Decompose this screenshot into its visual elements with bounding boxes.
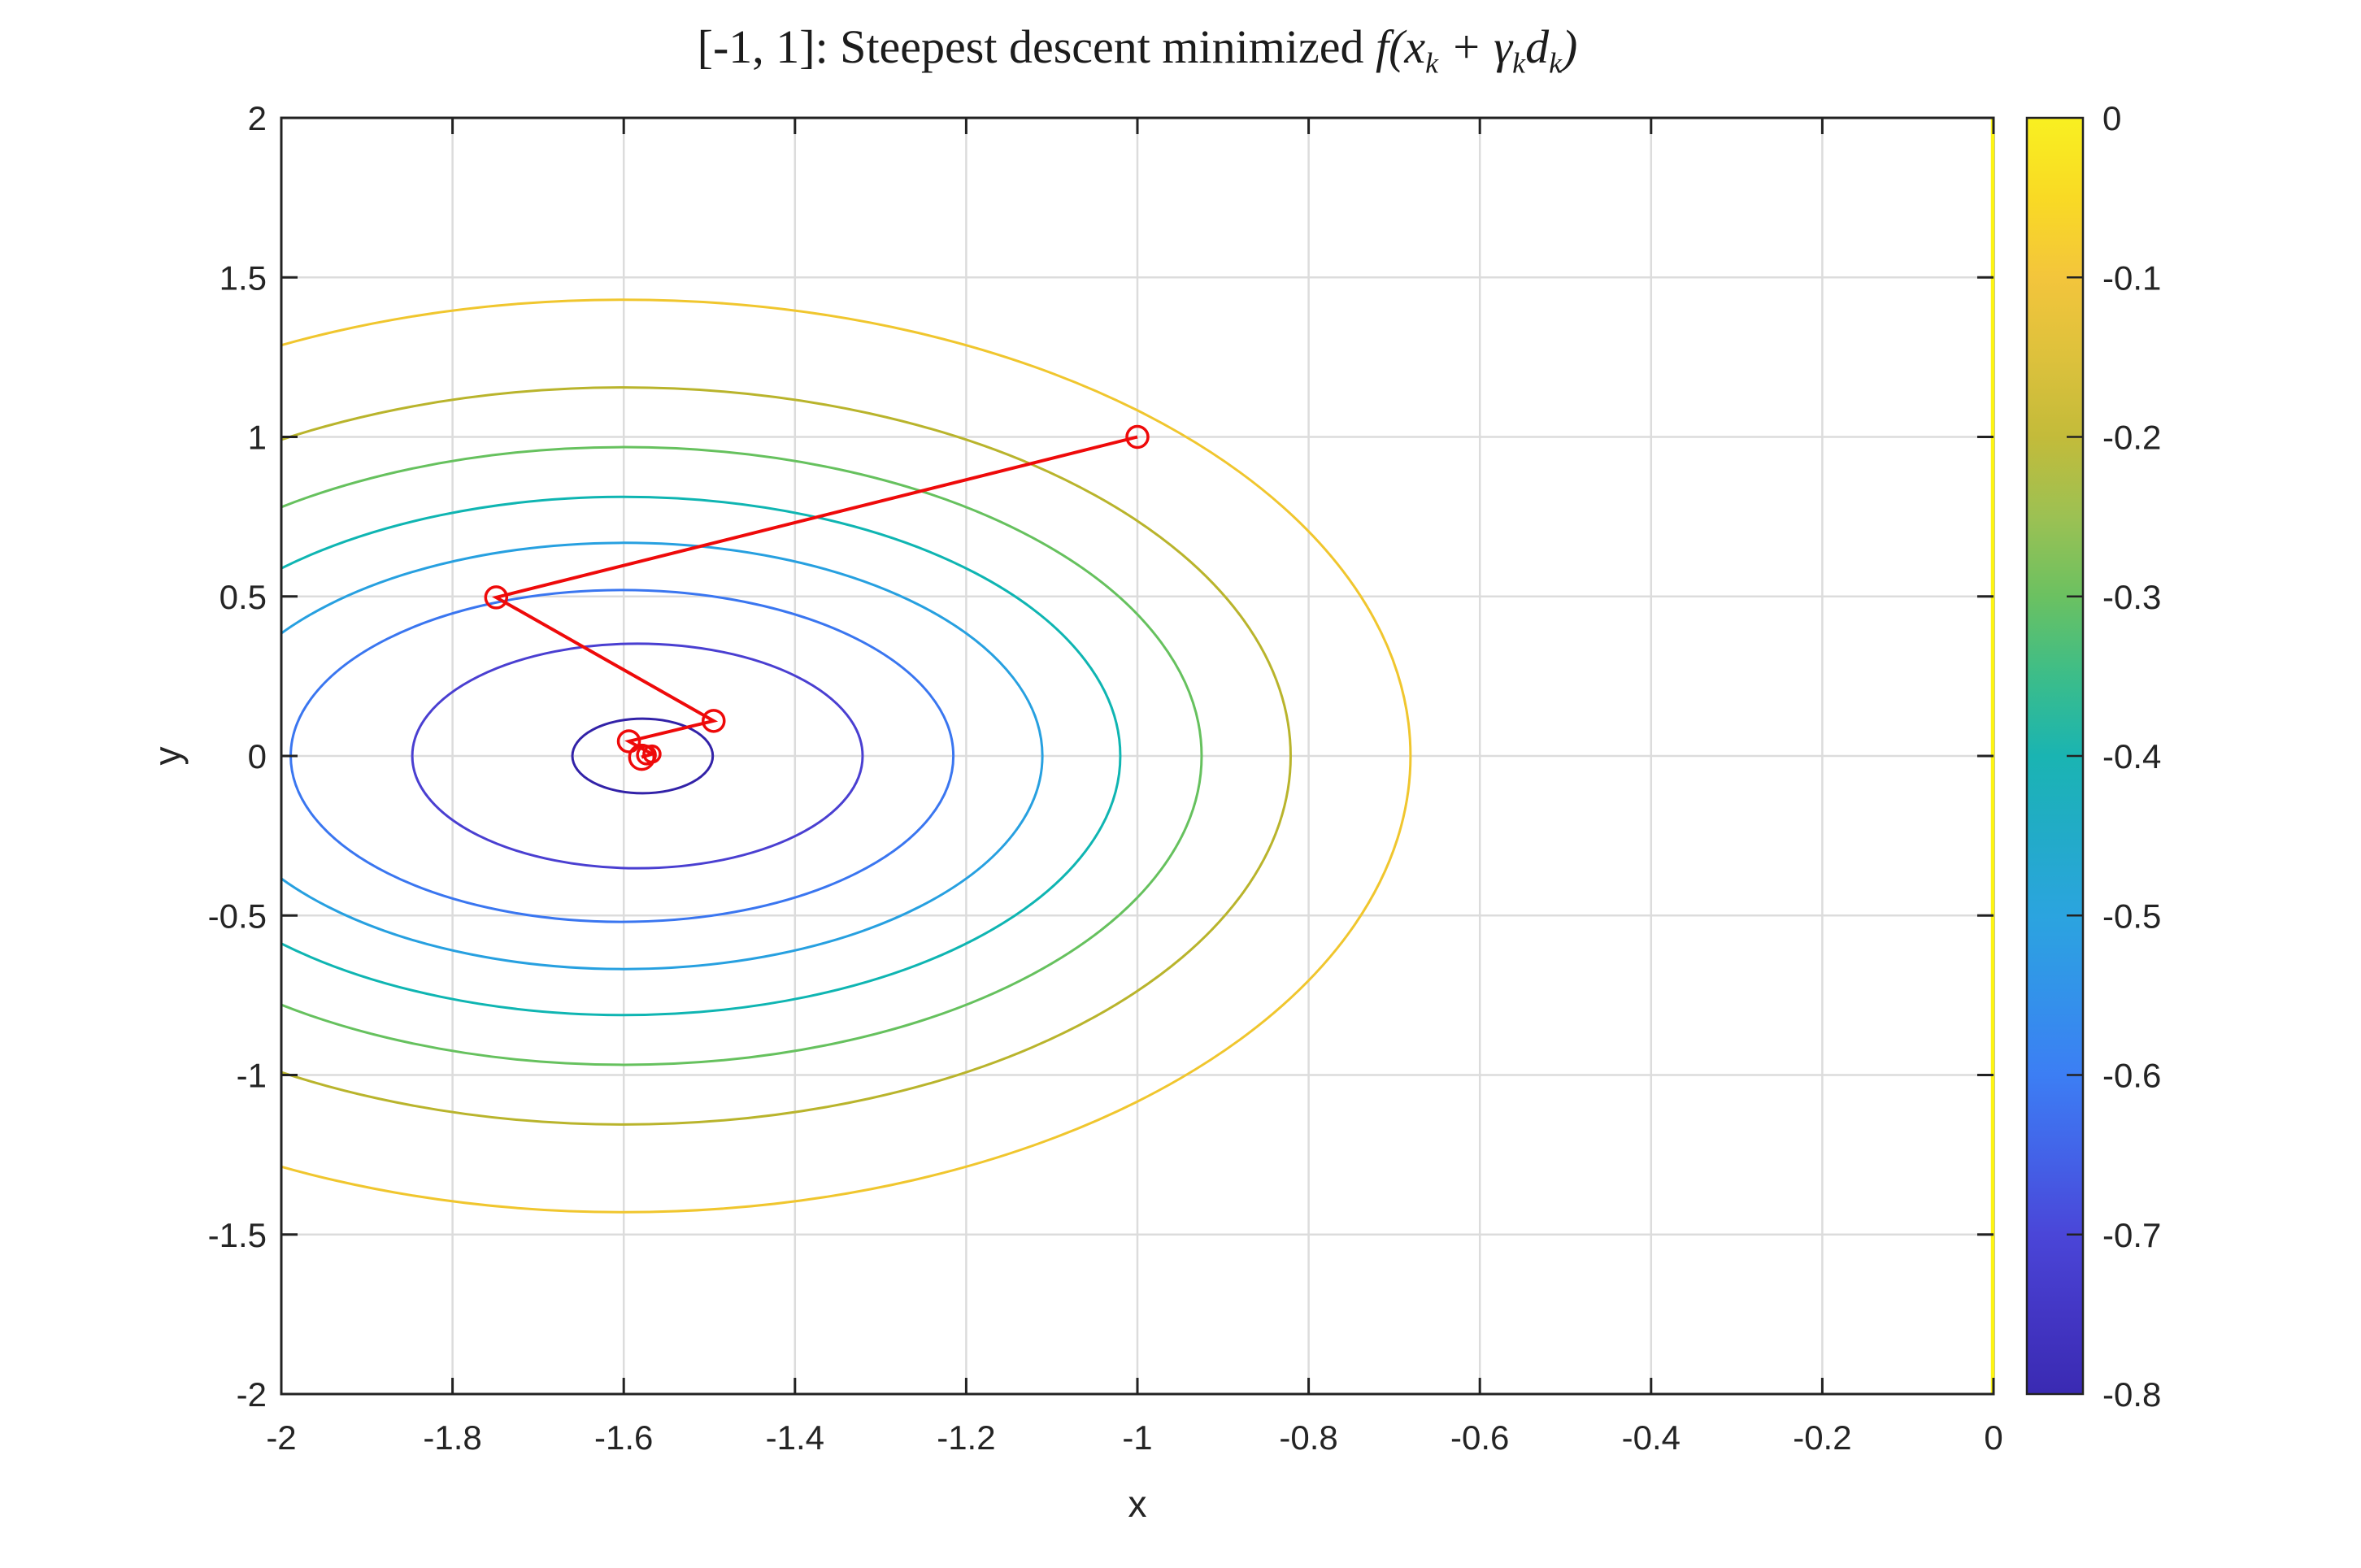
x-tick-label: -1.6 [594, 1418, 653, 1457]
descent-polyline [491, 435, 1138, 759]
path-marker [616, 729, 641, 754]
colorbar-tick-label: 0 [2102, 99, 2121, 137]
colorbar-ticks [2067, 276, 2083, 1236]
x-tick-label: -0.2 [1793, 1418, 1851, 1457]
x-tick-label: -1.4 [766, 1418, 824, 1457]
colorbar-tick-label: -0.3 [2102, 578, 2161, 616]
x-tick-labels: -2 -1.8 -1.6 -1.4 -1.2 -1 -0.8 -0.6 -0.4 -0.2 0 [266, 1418, 2002, 1457]
title-math-d: d [1525, 20, 1550, 73]
path-marker [636, 745, 657, 766]
title-sub-k3: k [1549, 46, 1563, 80]
x-axis-label: x [1128, 1483, 1147, 1525]
contour-ellipse [411, 642, 864, 870]
contour-ellipse [571, 717, 715, 795]
y-tick-label: -2 [237, 1375, 267, 1414]
x-tick-label: -0.8 [1279, 1418, 1337, 1457]
descent-path [484, 424, 1150, 771]
colorbar-tick-label: -0.8 [2102, 1375, 2161, 1414]
y-tick-label: 1.5 [220, 258, 267, 297]
y-tick-label: -0.5 [208, 897, 267, 935]
path-marker [702, 709, 726, 733]
contour-ellipse [281, 445, 1203, 1066]
colorbar: 0 -0.1 -0.2 -0.3 -0.4 -0.5 -0.6 -0.7 -0.8 [2025, 99, 2161, 1414]
path-marker [484, 585, 509, 610]
title-math-close: ) [1562, 20, 1578, 73]
path-marker [1125, 424, 1150, 450]
x-tick-label: -1 [1122, 1418, 1152, 1457]
plot-title: [-1, 1]: Steepest descent minimized f(xk… [281, 20, 1994, 78]
y-tick-label: 1 [248, 419, 267, 457]
y-tick-labels: -2 -1.5 -1 -0.5 0 0.5 1 1.5 2 [208, 99, 267, 1414]
y-tick-label: 2 [248, 99, 267, 137]
x-tick-label: -1.8 [423, 1418, 481, 1457]
contour-ellipse [281, 386, 1292, 1126]
y-tick-label: 0 [248, 737, 267, 775]
title-text: [-1, 1]: Steepest descent minimized [697, 20, 1376, 73]
contour-lines [281, 298, 1412, 1214]
contour-ellipse [281, 495, 1122, 1017]
title-math-f: f(x [1375, 20, 1426, 73]
colorbar-tick-label: -0.1 [2102, 258, 2161, 297]
x-tick-label: -2 [266, 1418, 296, 1457]
colorbar-tick-label: -0.7 [2102, 1216, 2161, 1254]
y-tick-label: 0.5 [220, 578, 267, 616]
x-tick-label: -1.2 [937, 1418, 995, 1457]
title-math-plus-gamma: + γ [1438, 20, 1513, 73]
y-tick-label: -1.5 [208, 1216, 267, 1254]
x-tick-label: 0 [1984, 1418, 2002, 1457]
y-tick-label: -1 [237, 1057, 267, 1095]
y-axis-label: y [146, 747, 189, 766]
colorbar-tick-label: -0.4 [2102, 737, 2161, 775]
x-tick-label: -0.4 [1622, 1418, 1681, 1457]
colorbar-tick-label: -0.2 [2102, 419, 2161, 457]
x-tick-label: -0.6 [1450, 1418, 1509, 1457]
title-sub-k1: k [1425, 46, 1439, 80]
colorbar-tick-labels: 0 -0.1 -0.2 -0.3 -0.4 -0.5 -0.6 -0.7 -0.8 [2102, 99, 2161, 1414]
contour-ellipse [281, 541, 1044, 971]
contour-ellipse [281, 298, 1412, 1214]
axis-ticks [280, 116, 1995, 1396]
colorbar-tick-label: -0.6 [2102, 1057, 2161, 1095]
grid-lines [281, 118, 1994, 1394]
title-sub-k2: k [1512, 46, 1526, 80]
colorbar-tick-label: -0.5 [2102, 897, 2161, 935]
